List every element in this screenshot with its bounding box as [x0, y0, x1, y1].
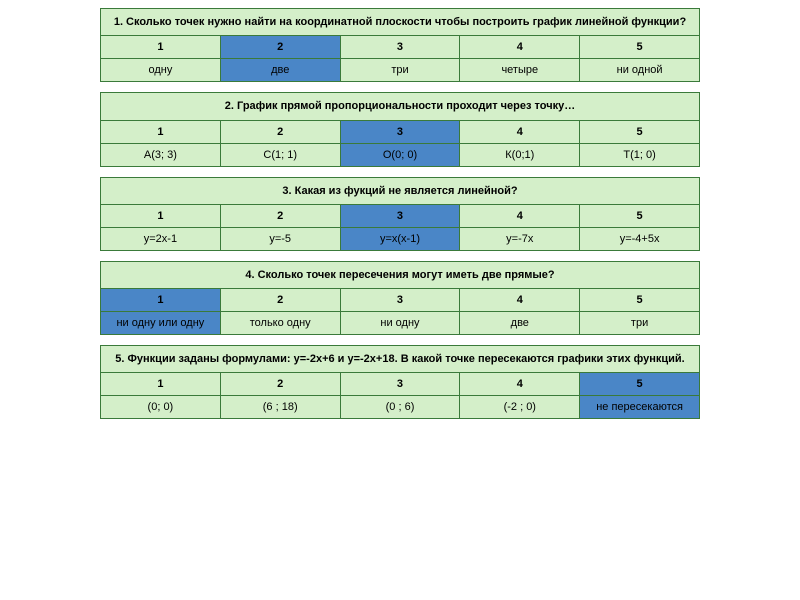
question-text: 4. Сколько точек пересечения могут иметь…: [100, 261, 700, 289]
option-number-5: 5: [580, 121, 700, 144]
option-answer-2[interactable]: С(1; 1): [221, 144, 341, 167]
option-answer-4[interactable]: (-2 ; 0): [460, 396, 580, 419]
option-answer-3[interactable]: ни одну: [341, 312, 461, 335]
option-number-4: 4: [460, 36, 580, 59]
option-number-3: 3: [341, 373, 461, 396]
quiz-block-2: 2. График прямой пропорциональности прох…: [100, 92, 700, 166]
option-answer-3[interactable]: О(0; 0): [341, 144, 461, 167]
option-number-3: 3: [341, 289, 461, 312]
option-answer-2[interactable]: y=-5: [221, 228, 341, 251]
option-answer-3[interactable]: (0 ; 6): [341, 396, 461, 419]
quiz-block-3: 3. Какая из фукций не является линейной?…: [100, 177, 700, 251]
option-number-1: 1: [100, 289, 221, 312]
answer-row: y=2x-1y=-5y=x(x-1)y=-7xy=-4+5x: [100, 228, 700, 251]
option-number-4: 4: [460, 205, 580, 228]
option-number-5: 5: [580, 373, 700, 396]
option-answer-2[interactable]: (6 ; 18): [221, 396, 341, 419]
option-number-4: 4: [460, 121, 580, 144]
option-answer-2[interactable]: только одну: [221, 312, 341, 335]
option-number-5: 5: [580, 289, 700, 312]
number-row: 12345: [100, 205, 700, 228]
option-number-2: 2: [221, 36, 341, 59]
option-answer-1[interactable]: (0; 0): [100, 396, 221, 419]
quiz-block-5: 5. Функции заданы формулами: у=-2х+6 и у…: [100, 345, 700, 419]
number-row: 12345: [100, 121, 700, 144]
option-number-2: 2: [221, 373, 341, 396]
option-answer-5[interactable]: не пересекаются: [580, 396, 700, 419]
option-answer-1[interactable]: ни одну или одну: [100, 312, 221, 335]
option-answer-1[interactable]: y=2x-1: [100, 228, 221, 251]
option-number-2: 2: [221, 205, 341, 228]
option-number-5: 5: [580, 205, 700, 228]
question-text: 2. График прямой пропорциональности прох…: [100, 92, 700, 120]
option-number-3: 3: [341, 205, 461, 228]
option-answer-4[interactable]: две: [460, 312, 580, 335]
answer-row: (0; 0)(6 ; 18)(0 ; 6)(-2 ; 0)не пересека…: [100, 396, 700, 419]
option-number-1: 1: [100, 205, 221, 228]
option-answer-3[interactable]: три: [341, 59, 461, 82]
number-row: 12345: [100, 289, 700, 312]
number-row: 12345: [100, 373, 700, 396]
answer-row: ни одну или однутолько однуни однудветри: [100, 312, 700, 335]
option-answer-5[interactable]: три: [580, 312, 700, 335]
option-number-3: 3: [341, 36, 461, 59]
option-answer-5[interactable]: Т(1; 0): [580, 144, 700, 167]
option-number-4: 4: [460, 289, 580, 312]
option-answer-3[interactable]: y=x(x-1): [341, 228, 461, 251]
option-answer-2[interactable]: две: [221, 59, 341, 82]
option-answer-1[interactable]: одну: [100, 59, 221, 82]
option-answer-4[interactable]: четыре: [460, 59, 580, 82]
option-number-1: 1: [100, 373, 221, 396]
question-text: 3. Какая из фукций не является линейной?: [100, 177, 700, 205]
option-number-2: 2: [221, 289, 341, 312]
option-number-3: 3: [341, 121, 461, 144]
option-answer-5[interactable]: y=-4+5x: [580, 228, 700, 251]
option-number-4: 4: [460, 373, 580, 396]
quiz-container: 1. Сколько точек нужно найти на координа…: [100, 8, 700, 419]
option-number-5: 5: [580, 36, 700, 59]
option-answer-1[interactable]: А(3; 3): [100, 144, 221, 167]
question-text: 5. Функции заданы формулами: у=-2х+6 и у…: [100, 345, 700, 373]
option-number-2: 2: [221, 121, 341, 144]
question-text: 1. Сколько точек нужно найти на координа…: [100, 8, 700, 36]
quiz-block-4: 4. Сколько точек пересечения могут иметь…: [100, 261, 700, 335]
answer-row: однудветричетырени одной: [100, 59, 700, 82]
option-answer-5[interactable]: ни одной: [580, 59, 700, 82]
answer-row: А(3; 3)С(1; 1)О(0; 0)К(0;1)Т(1; 0): [100, 144, 700, 167]
option-number-1: 1: [100, 36, 221, 59]
number-row: 12345: [100, 36, 700, 59]
option-answer-4[interactable]: y=-7x: [460, 228, 580, 251]
quiz-block-1: 1. Сколько точек нужно найти на координа…: [100, 8, 700, 82]
option-answer-4[interactable]: К(0;1): [460, 144, 580, 167]
option-number-1: 1: [100, 121, 221, 144]
